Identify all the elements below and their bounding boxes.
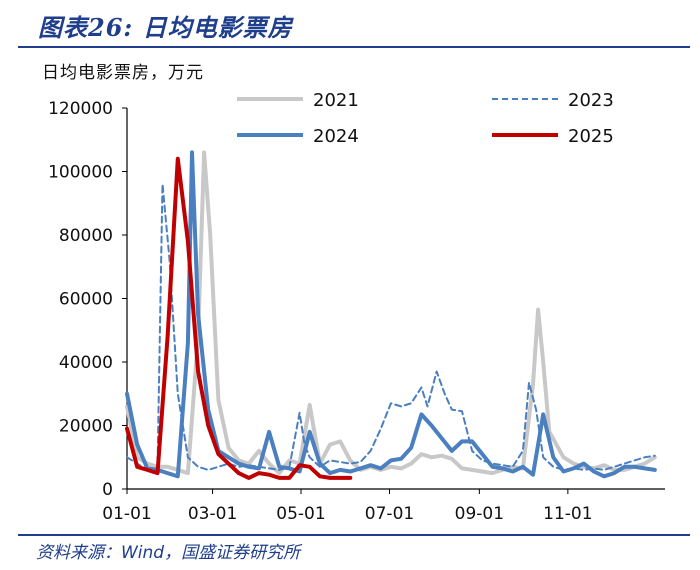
series-line-2021 [125,150,657,476]
unit-label: 日均电影票房，万元 [42,63,204,83]
source-note: 资料来源：Wind，国盛证券研究所 [36,543,301,563]
series-layer [125,150,657,480]
series-line-2024 [125,150,657,479]
y-tick-label: 80000 [59,226,113,246]
legend-label-2023: 2023 [568,90,614,111]
series-line-2023 [126,183,656,471]
legend-label-2024: 2024 [313,126,359,147]
y-tick-label: 20000 [59,417,113,437]
series-line-2025 [125,156,353,480]
x-tick-label: 05-01 [276,504,325,524]
figure-title: 图表26: 日均电影票房 [38,13,293,42]
x-tick-label: 07-01 [365,504,414,524]
y-tick-label: 120000 [48,99,113,119]
chart-legend: 2021 2023 2024 2025 [237,90,614,147]
x-tick-label: 11-01 [543,504,592,524]
x-tick-label: 03-01 [188,504,237,524]
y-tick-label: 40000 [59,353,113,373]
x-tick-label: 09-01 [455,504,504,524]
y-tick-label: 0 [102,480,113,500]
chart-axes: 0 20000 40000 60000 80000 100000 120000 01-01 03… [48,99,665,524]
y-tick-label: 100000 [48,163,113,183]
title-divider [18,46,690,48]
footer-divider [18,534,690,536]
x-tick-label: 01-01 [102,504,151,524]
y-tick-label: 60000 [59,290,113,310]
legend-label-2025: 2025 [568,126,614,147]
legend-label-2021: 2021 [313,90,359,111]
